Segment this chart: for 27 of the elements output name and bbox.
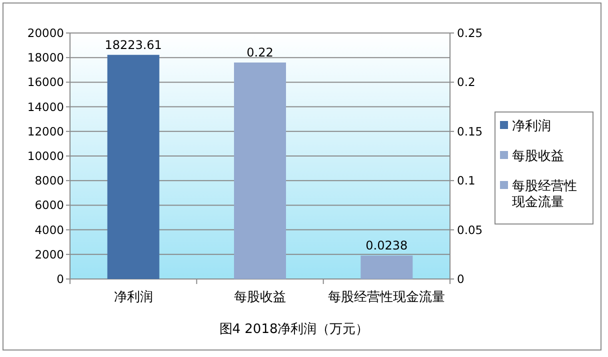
y-tick-label: 4000 [34,222,64,237]
x-tick-label: 每股收益 [234,290,286,305]
y-tick-label: 12000 [27,124,64,138]
data-label: 18223.61 [104,38,162,52]
data-label: 0.22 [246,46,274,60]
legend-label: 每股收益 [512,149,564,164]
y2-tick-label: 0.25 [457,26,483,40]
legend-label: 每股经营性现金流量 [512,179,577,210]
y2-tick-label: 0.1 [457,174,476,188]
y-tick-label: 0 [56,272,64,286]
y-tick-label: 10000 [27,149,64,163]
y2-tick-label: 0 [457,272,464,286]
y2-tick-label: 0.05 [457,222,483,237]
y-tick-label: 2000 [34,247,64,262]
y-tick-label: 8000 [34,174,64,188]
y-tick-label: 14000 [27,100,64,114]
y-tick-label: 6000 [34,198,64,212]
y2-tick-label: 0.2 [457,75,476,90]
legend-label: 净利润 [512,119,551,134]
text: 图4 2018净利润（万元） [219,322,369,337]
y-tick-label: 18000 [27,50,64,65]
data-label: 0.0238 [366,238,408,253]
y2-tick-label: 0.15 [457,124,483,138]
y-tick-label: 20000 [27,26,64,40]
y-tick-label: 16000 [27,75,64,90]
x-tick-label: 净利润 [114,290,153,305]
x-tick-label: 每股经营性现金流量 [328,289,446,305]
